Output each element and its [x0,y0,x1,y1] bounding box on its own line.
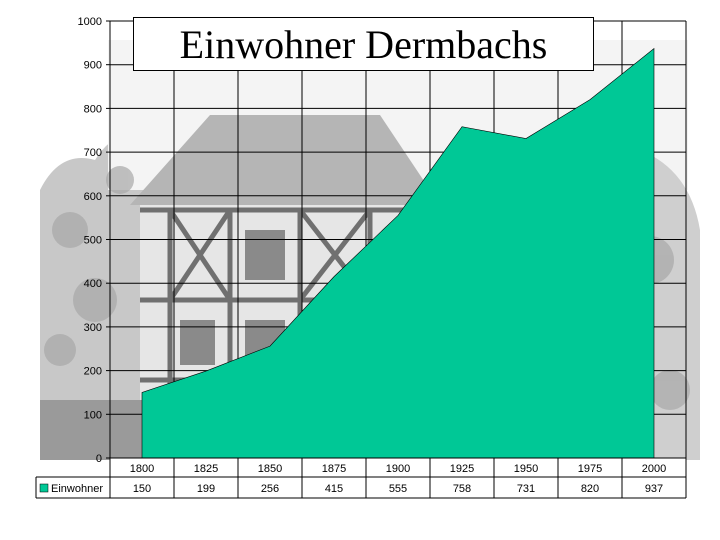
y-tick-label: 1000 [78,16,102,28]
x-tick-label: 1925 [450,463,474,475]
data-label: 555 [389,483,407,495]
data-label: 758 [453,483,471,495]
data-label: 937 [645,483,663,495]
x-tick-label: 1875 [322,463,346,475]
data-label: 256 [261,483,279,495]
data-label: 820 [581,483,599,495]
chart-title-box: Einwohner Dermbachs [133,17,594,71]
y-tick-label: 800 [84,103,102,115]
table-row-bg [36,477,686,498]
legend-swatch [39,483,49,493]
y-tick-label: 300 [84,322,102,334]
data-label: 150 [133,483,151,495]
y-tick-label: 900 [84,60,102,72]
y-tick-label: 700 [84,147,102,159]
area-series [141,47,655,459]
y-tick-label: 400 [84,278,102,290]
x-tick-label: 1900 [386,463,410,475]
chart-title: Einwohner Dermbachs [179,21,548,67]
area-fill [141,47,655,459]
data-label: 731 [517,483,535,495]
y-axis: 0 100 200 300 400 500 600 700 800 900 1000 [78,16,111,465]
x-tick-label: 1950 [514,463,538,475]
legend-label: Einwohner [51,483,103,495]
y-tick-label: 200 [84,366,102,378]
y-tick-label: 500 [84,235,102,247]
data-table: 1800 1825 1850 1875 1900 1925 1950 1975 2000 150 1… [35,457,687,499]
table-header-bg [110,458,686,477]
y-tick-label: 0 [96,453,102,465]
x-tick-label: 2000 [642,463,666,475]
y-tick-label: 100 [84,409,102,421]
x-tick-label: 1975 [578,463,602,475]
data-label: 415 [325,483,343,495]
x-tick-label: 1800 [130,463,154,475]
data-label: 199 [197,483,215,495]
x-tick-label: 1825 [194,463,218,475]
y-tick-label: 600 [84,191,102,203]
x-tick-label: 1850 [258,463,282,475]
